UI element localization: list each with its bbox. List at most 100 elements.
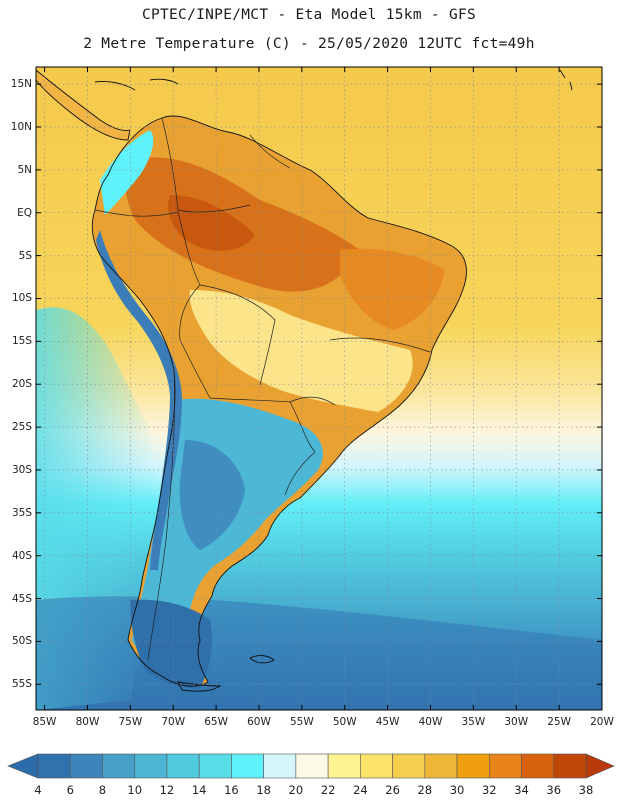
longitude-label: 65W xyxy=(204,716,228,728)
colorbar-tick-label: 14 xyxy=(191,783,207,797)
colorbar-tick-label: 8 xyxy=(98,783,107,797)
colorbar-swatch xyxy=(553,753,587,779)
colorbar-swatch xyxy=(424,753,458,779)
colorbar-tick-label: 18 xyxy=(256,783,271,797)
longitude-label: 55W xyxy=(289,716,314,728)
colorbar-tick-label: 22 xyxy=(320,783,336,797)
colorbar-tick-label: 32 xyxy=(481,783,497,797)
latitude-label: 35S xyxy=(11,506,32,519)
andes-cold-patch xyxy=(179,440,245,550)
longitude-label: 75W xyxy=(118,716,143,728)
coastlines xyxy=(36,69,573,692)
colorbar-swatch xyxy=(360,753,393,779)
latitude-label: 5N xyxy=(17,163,32,176)
title-line-2: 2 Metre Temperature (C) - 25/05/2020 12U… xyxy=(83,36,535,52)
brazil-state-lines xyxy=(329,337,431,353)
colorbar-tick-label: 12 xyxy=(159,783,175,797)
border-bolivia-brazil xyxy=(199,284,276,386)
colorbar-tick-label: 28 xyxy=(417,783,433,797)
colorbar-below-triangle xyxy=(7,753,39,779)
latitude-label: 20S xyxy=(11,378,32,391)
colorbar-swatch xyxy=(69,753,103,779)
border-guianas xyxy=(249,134,291,169)
colorbar-tick-label: 36 xyxy=(546,783,562,797)
border-uruguay-argentina xyxy=(284,451,316,496)
colorbar-tick-label: 20 xyxy=(288,783,304,797)
border-ecuador-peru xyxy=(94,209,179,217)
colorbar-swatch xyxy=(198,753,232,779)
colorbar-swatch xyxy=(37,753,71,779)
colorbar-tick-label: 16 xyxy=(224,783,239,797)
longitude-label: 60W xyxy=(247,716,271,728)
colorbar-swatch xyxy=(521,753,555,779)
longitude-label: 20W xyxy=(590,716,614,728)
country-borders xyxy=(94,117,431,661)
colorbar-swatch xyxy=(488,753,522,779)
latitude-label: 15S xyxy=(11,335,32,348)
latitude-label: 55S xyxy=(11,678,32,691)
border-peru-brazil xyxy=(177,211,201,341)
central-america-coast xyxy=(36,69,131,141)
longitude-label: 85W xyxy=(32,716,57,728)
latitude-label: 10N xyxy=(10,121,32,133)
latitude-label: EQ xyxy=(17,206,32,219)
colorbar-above-triangle xyxy=(585,753,615,779)
colorbar-swatch xyxy=(456,753,490,779)
andes-cold-strip xyxy=(96,230,182,570)
amazon-hottest xyxy=(168,195,255,251)
tierra-del-fuego xyxy=(177,681,222,692)
longitude-label: 30W xyxy=(504,716,529,728)
graticule xyxy=(36,67,602,710)
colorbar-swatch xyxy=(231,753,264,779)
colorbar-tick-label: 30 xyxy=(449,783,465,797)
border-colombia-venezuela xyxy=(161,117,251,213)
central-mild xyxy=(189,290,413,412)
longitude-label: 40W xyxy=(418,716,443,728)
longitude-label: 50W xyxy=(332,716,357,728)
central-america-land xyxy=(36,70,130,140)
northern-andes-cool xyxy=(100,130,154,215)
colorbar-tick-label: 4 xyxy=(34,783,42,797)
latitude-label: 50S xyxy=(11,635,32,648)
colorbar-tick-label: 38 xyxy=(578,783,594,797)
temperature-field xyxy=(36,67,602,710)
colorbar-swatch xyxy=(166,753,200,779)
latitude-label: 40S xyxy=(11,549,32,562)
longitude-label: 45W xyxy=(375,716,400,728)
latitude-label: 45S xyxy=(11,592,32,605)
falkland-islands xyxy=(249,655,275,664)
longitude-label: 25W xyxy=(547,716,571,728)
latitude-label: 25S xyxy=(11,421,32,434)
latitude-label: 10S xyxy=(11,292,32,305)
south-america-coast xyxy=(91,115,467,687)
border-bolivia-chile xyxy=(179,339,211,399)
caribbean-islands xyxy=(94,69,573,91)
border-paraguay-brazil xyxy=(289,396,336,406)
latitude-label: 30S xyxy=(11,463,32,476)
title-line-1: CPTEC/INPE/MCT - Eta Model 15km - GFS xyxy=(141,7,477,23)
colorbar-swatch xyxy=(392,753,426,779)
longitude-label: 35W xyxy=(461,716,486,728)
longitude-label: 70W xyxy=(161,716,186,728)
colorbar xyxy=(7,753,615,779)
colorbar-tick-label: 34 xyxy=(514,783,529,797)
colorbar-swatch xyxy=(263,753,297,779)
latitude-label: 15N xyxy=(10,78,32,91)
axis-ticks xyxy=(36,67,603,710)
colorbar-swatch xyxy=(295,753,329,779)
colorbar-swatch xyxy=(327,753,361,779)
colorbar-tick-label: 10 xyxy=(127,783,143,797)
colorbar-tick-label: 26 xyxy=(385,783,400,797)
border-paraguay-argentina xyxy=(209,397,316,453)
colorbar-tick-label: 24 xyxy=(353,783,368,797)
border-chile-argentina xyxy=(147,369,175,661)
northeast-warm xyxy=(340,248,445,330)
latitude-label: 5S xyxy=(18,249,32,262)
map-frame xyxy=(35,66,603,711)
patagonia-cold xyxy=(130,599,212,689)
colorbar-swatch xyxy=(134,753,168,779)
longitude-label: 80W xyxy=(75,716,100,728)
colorbar-swatch xyxy=(102,753,136,779)
colorbar-tick-label: 6 xyxy=(66,783,74,797)
